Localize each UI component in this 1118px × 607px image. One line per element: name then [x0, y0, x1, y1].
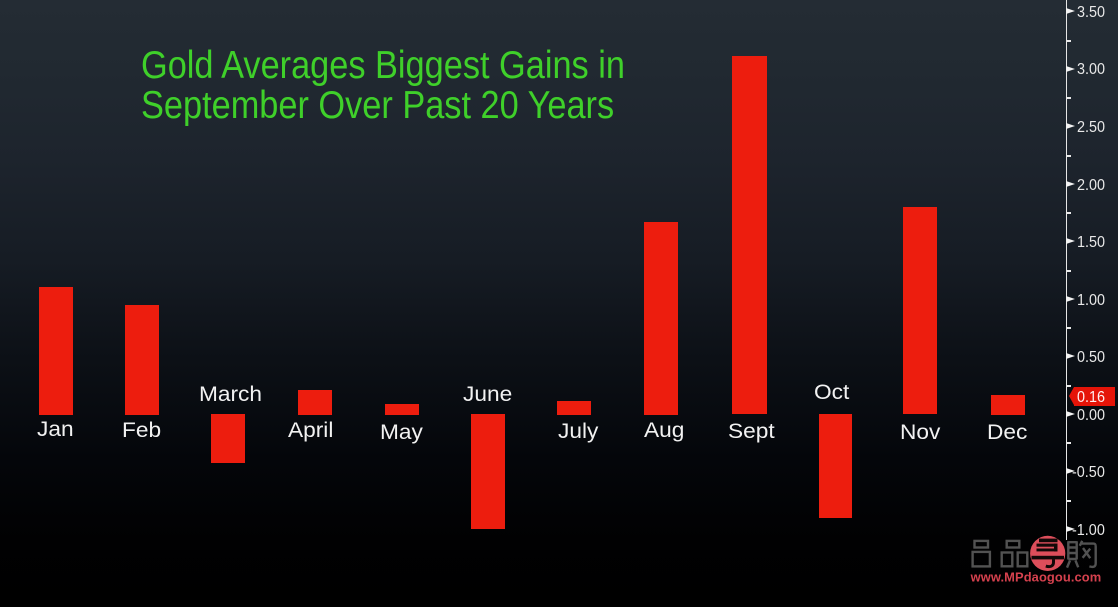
svg-text:www.MPdaogou.com: www.MPdaogou.com [970, 569, 1102, 584]
